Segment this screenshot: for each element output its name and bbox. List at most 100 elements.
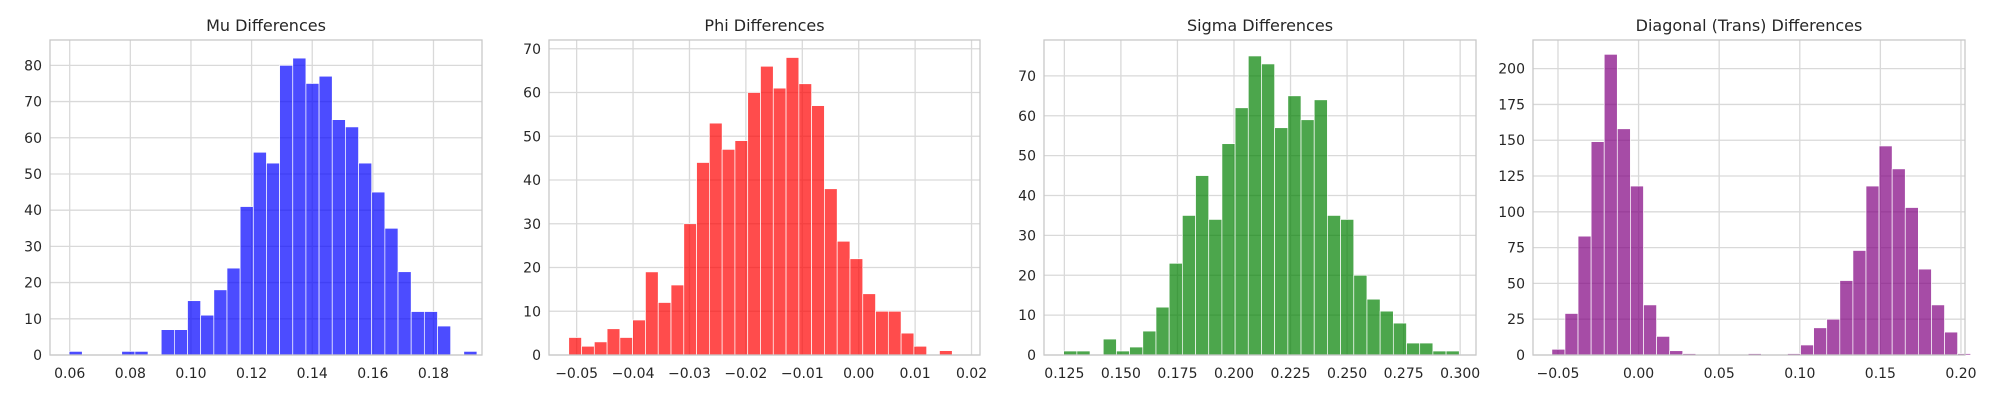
histogram-bar — [160, 329, 175, 356]
sigma-differences-histogram: 0.125 0.150 0.175 0.200 0.225 0.250 0.275 0.300… — [1018, 16, 1480, 382]
histogram-bars — [568, 57, 953, 356]
y-tick-label: 150 — [1498, 133, 1525, 149]
y-tick-label: 0 — [1027, 348, 1036, 364]
chart-title: Phi Differences — [704, 16, 824, 35]
histogram-bar — [1340, 219, 1355, 356]
x-tick-label: 0.20 — [1945, 366, 1976, 382]
histogram-bar — [887, 310, 902, 356]
axes-frame — [1043, 39, 1477, 356]
histogram-bar — [213, 289, 228, 356]
y-tick-label: 80 — [24, 58, 42, 74]
histogram-bar — [849, 258, 864, 356]
histogram-bar — [1102, 338, 1117, 356]
y-tick-label: 20 — [24, 276, 42, 292]
x-tick-label: 0.01 — [900, 366, 931, 382]
y-tick-label: 0 — [532, 348, 541, 364]
axes-frame — [1532, 39, 1966, 356]
x-tick-label: −0.04 — [612, 366, 655, 382]
histogram-bar — [1577, 235, 1592, 356]
y-tick-label: 40 — [24, 203, 42, 219]
histogram-bar — [1142, 330, 1157, 356]
histogram-bar — [619, 337, 634, 356]
histogram-bar — [1261, 63, 1276, 356]
histogram-bar — [1865, 185, 1880, 356]
x-tick-label: 0.18 — [418, 366, 449, 382]
y-tick-label: 100 — [1498, 205, 1525, 221]
x-tick-label: 0.275 — [1384, 366, 1424, 382]
histogram-bar — [1891, 168, 1906, 356]
x-tick-label: −0.03 — [668, 366, 711, 382]
y-tick-label: 50 — [24, 167, 42, 183]
histogram-bar — [1234, 107, 1249, 356]
x-tick-label: 0.10 — [175, 366, 206, 382]
x-tick-label: 0.175 — [1157, 366, 1197, 382]
histogram-bar — [760, 65, 774, 356]
histogram-bar — [1195, 175, 1210, 356]
histogram-bar — [1826, 318, 1841, 356]
histogram-bar — [437, 325, 452, 356]
phi-differences-histogram: −0.05 −0.04 −0.03 −0.02 −0.01 0.00 0.01 0.02 0 10… — [523, 16, 987, 382]
y-tick-label: 125 — [1498, 169, 1525, 185]
histogram-bars — [1551, 53, 1972, 356]
y-tick-label: 70 — [1018, 69, 1036, 85]
y-tick-label: 0 — [33, 348, 42, 364]
x-tick-label: −0.01 — [781, 366, 824, 382]
y-tick-label: 30 — [1018, 228, 1036, 244]
histogram-bar — [1221, 143, 1236, 356]
histogram-bar — [423, 311, 438, 356]
histogram-bar — [862, 293, 876, 356]
histogram-bar — [410, 311, 425, 356]
histogram-bar — [1406, 342, 1421, 356]
histogram-bar — [670, 284, 685, 356]
histogram-bar — [200, 314, 215, 356]
histogram-bar — [939, 350, 953, 356]
histogram-bar — [1852, 250, 1867, 356]
histogram-bar — [721, 149, 736, 356]
y-tick-label: 70 — [523, 42, 541, 58]
histogram-bar — [1287, 95, 1302, 356]
x-tick-label: −0.05 — [1537, 366, 1580, 382]
histogram-bar — [1392, 322, 1407, 356]
y-tick-label: 30 — [24, 239, 42, 255]
y-tick-label: 50 — [1507, 276, 1525, 292]
y-tick-label: 70 — [24, 95, 42, 111]
histogram-bar — [581, 345, 595, 356]
chart-title: Sigma Differences — [1187, 16, 1333, 35]
histogram-bar — [1878, 145, 1893, 356]
x-tick-label: −0.05 — [555, 366, 598, 382]
histogram-bar — [798, 83, 812, 356]
histogram-bar — [1168, 262, 1183, 356]
x-tick-label: 0.150 — [1101, 366, 1141, 382]
histogram-bar — [1590, 141, 1605, 356]
histogram-bar — [1839, 280, 1854, 356]
histogram-bar — [593, 341, 608, 356]
histogram-bar — [252, 151, 267, 356]
histogram-bar — [836, 240, 851, 356]
histogram-bar — [1182, 215, 1196, 356]
histogram-bar — [1155, 306, 1170, 356]
histogram-bar — [358, 162, 373, 356]
histogram-bar — [226, 267, 241, 356]
histogram-bar — [1551, 348, 1566, 356]
histogram-bar — [318, 75, 333, 356]
histogram-bar — [1247, 55, 1262, 356]
histogram-bar — [747, 92, 761, 356]
histogram-bar — [1327, 215, 1341, 356]
histogram-bar — [345, 126, 359, 356]
y-tick-label: 10 — [1018, 308, 1036, 324]
x-tick-label: 0.02 — [956, 366, 987, 382]
y-tick-label: 20 — [523, 261, 541, 277]
histogram-bar — [1564, 313, 1579, 356]
histogram-bar — [1313, 99, 1328, 356]
x-tick-label: 0.00 — [843, 366, 874, 382]
histogram-bar — [239, 206, 254, 356]
y-tick-label: 40 — [1018, 189, 1036, 205]
histogram-bar — [1603, 53, 1618, 356]
histogram-bar — [305, 83, 320, 356]
x-tick-label: 0.00 — [1623, 366, 1654, 382]
histogram-bar — [824, 188, 838, 356]
histogram-bar — [1931, 304, 1945, 356]
y-tick-label: 75 — [1507, 241, 1525, 257]
y-tick-label: 60 — [24, 131, 42, 147]
x-tick-label: 0.250 — [1327, 366, 1367, 382]
